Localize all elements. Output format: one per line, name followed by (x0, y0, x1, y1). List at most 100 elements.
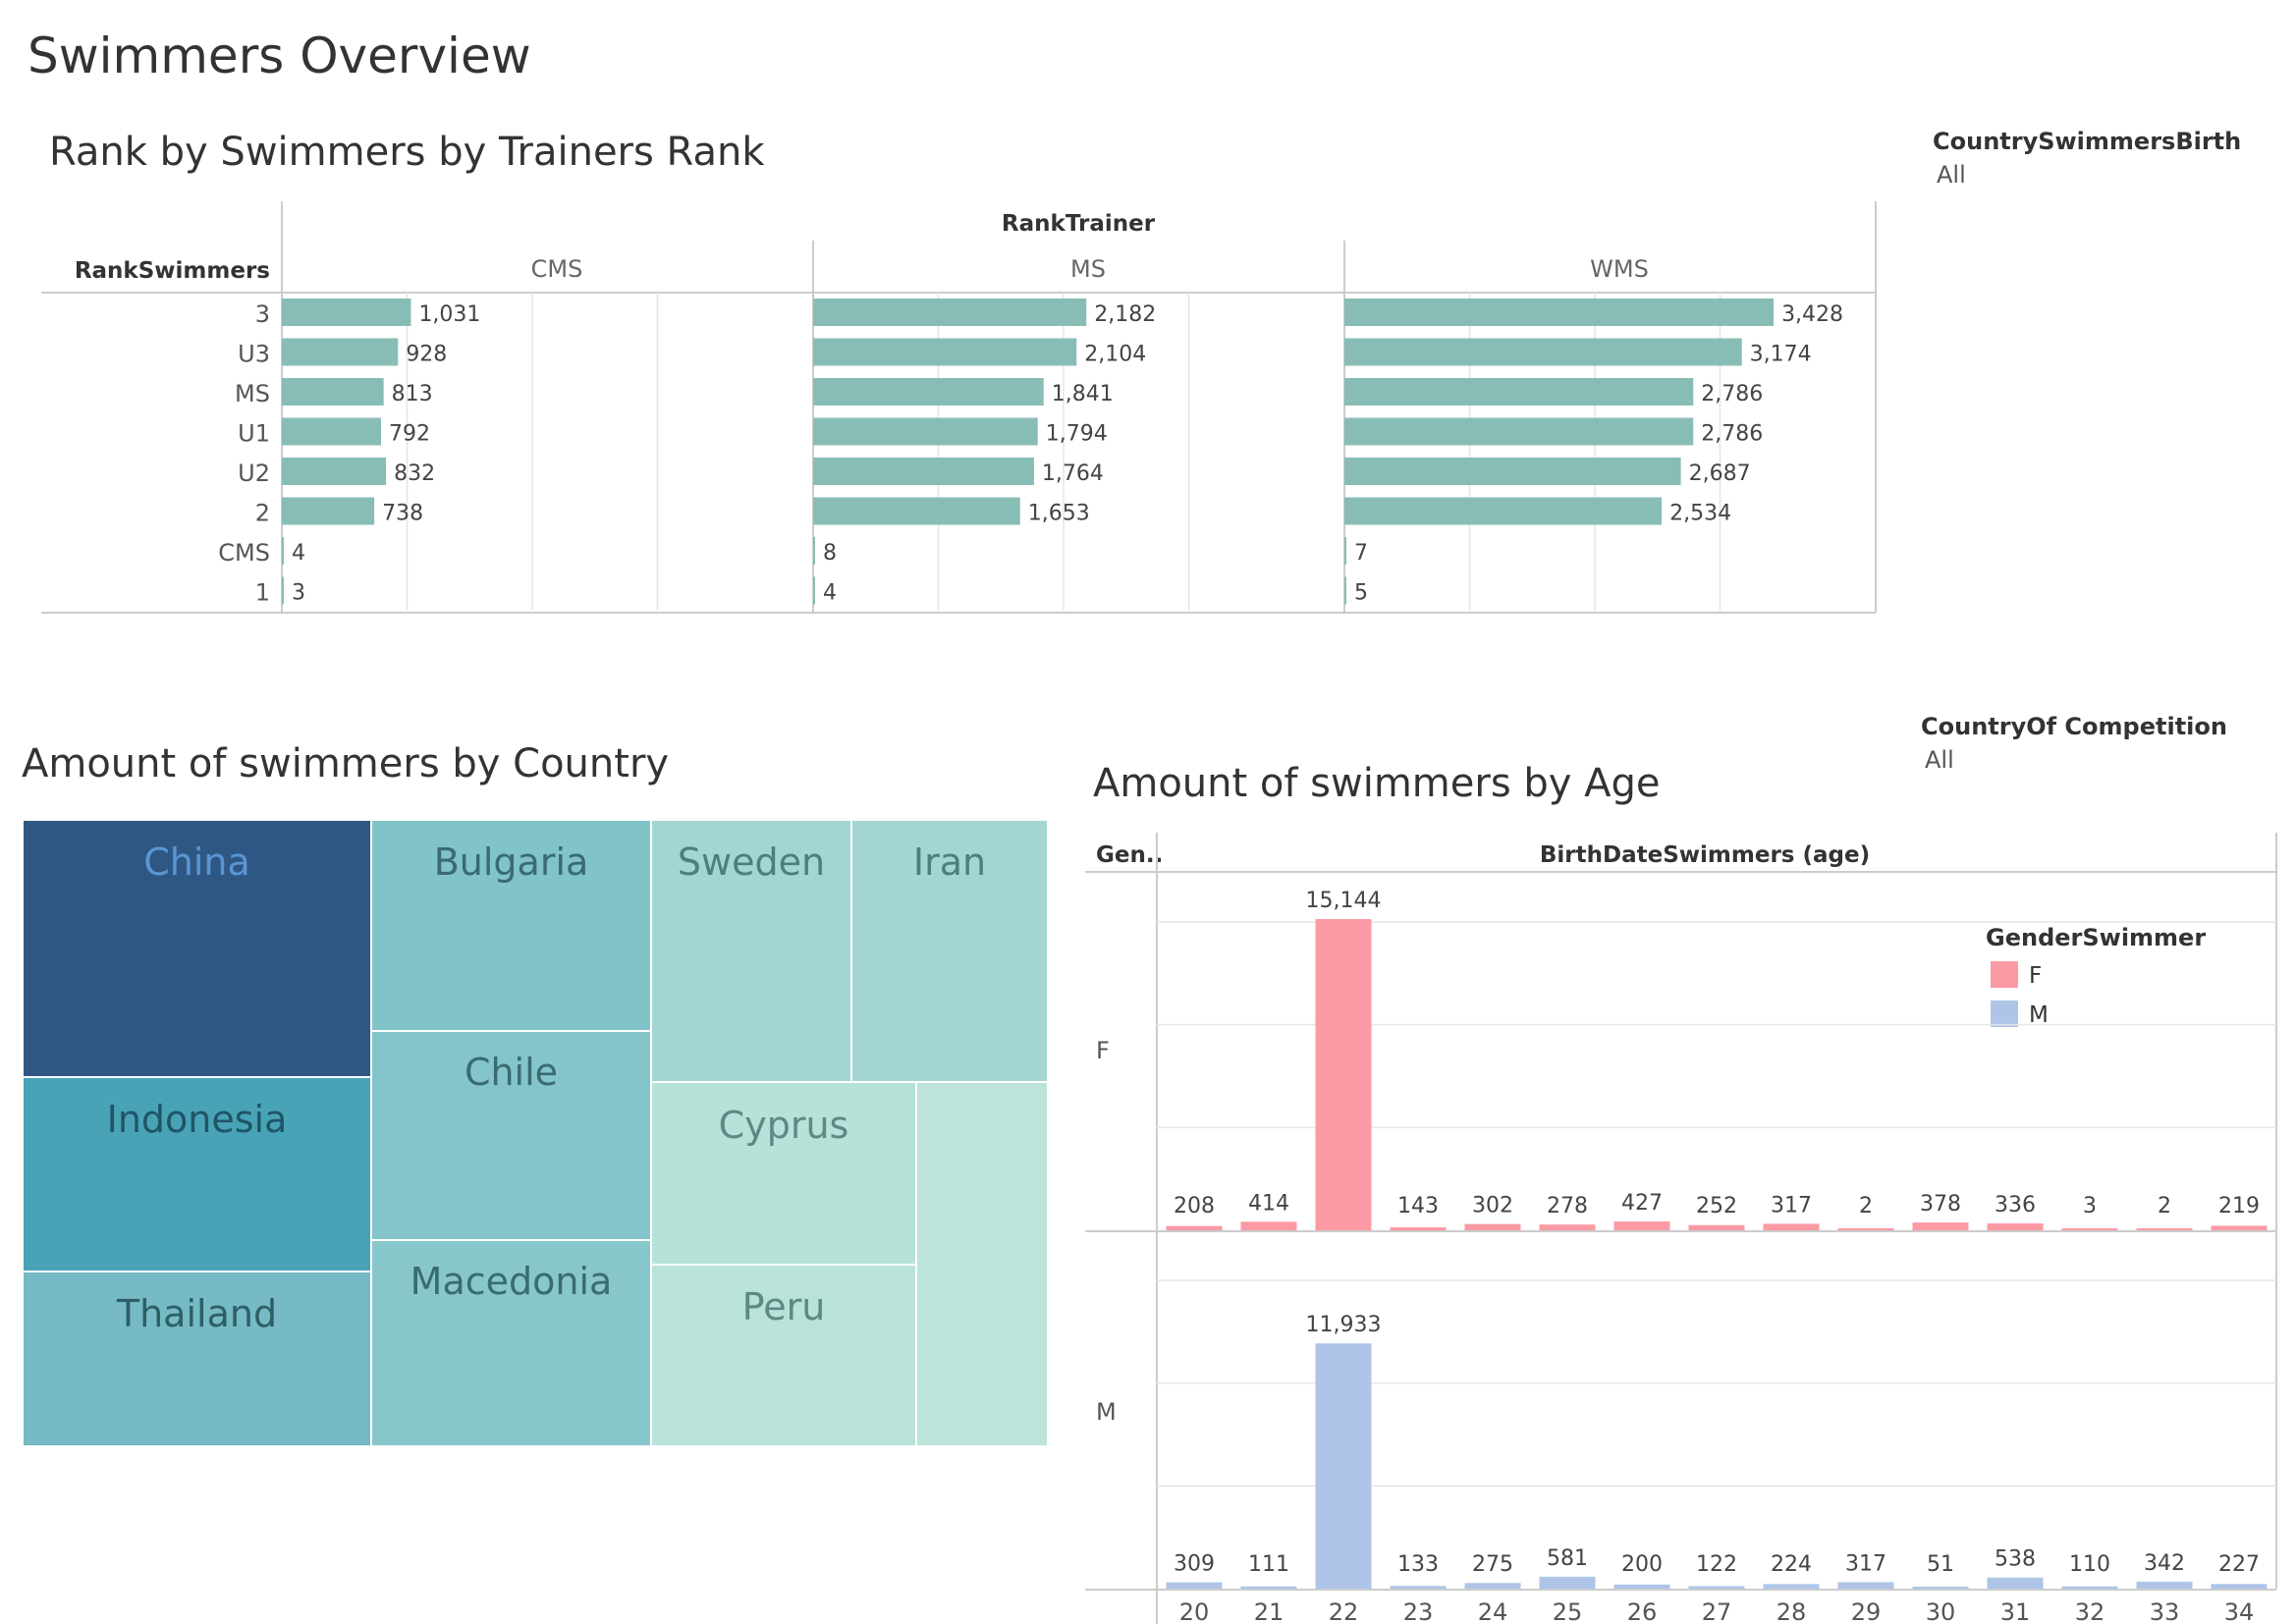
x-tick-label: 32 (2075, 1598, 2105, 1624)
bar-value-label: 427 (1621, 1191, 1663, 1216)
x-tick-label: 25 (1553, 1598, 1583, 1624)
bar (1613, 1584, 1670, 1589)
bar-value-label: 309 (1174, 1552, 1215, 1577)
bar-value-label: 51 (1927, 1552, 1954, 1577)
row-header: RankSwimmers (75, 258, 270, 284)
x-tick-label: 30 (1926, 1598, 1956, 1624)
bar (282, 417, 381, 446)
row-label: MS (235, 380, 270, 407)
bar (1688, 1586, 1745, 1589)
filter-value[interactable]: All (1937, 161, 1966, 189)
x-tick-label: 26 (1627, 1598, 1658, 1624)
bar (2061, 1228, 2118, 1230)
treemap-label: Thailand (116, 1292, 277, 1335)
filter-country-birth[interactable]: CountrySwimmersBirth All (1933, 128, 2241, 189)
bar-value-label: 2,786 (1701, 422, 1763, 447)
bar (2061, 1586, 2118, 1589)
bar (813, 458, 1034, 485)
treemap-label: China (143, 840, 250, 884)
bar (282, 537, 284, 565)
x-tick-label: 24 (1478, 1598, 1508, 1624)
x-tick-label: 22 (1329, 1598, 1359, 1624)
x-tick-label: 28 (1777, 1598, 1807, 1624)
legend-label-m: M (2029, 1002, 2049, 1028)
treemap-label: Bulgaria (434, 840, 589, 884)
row-label: U2 (238, 460, 270, 487)
x-tick-label: 21 (1254, 1598, 1285, 1624)
x-tick-label: 27 (1702, 1598, 1732, 1624)
bar-value-label: 2 (2158, 1194, 2171, 1218)
bar-value-label: 227 (2218, 1552, 2260, 1577)
legend-swatch-m (1991, 1001, 2018, 1027)
bar (2136, 1228, 2193, 1230)
bar (282, 298, 411, 326)
treemap-label: Sweden (678, 840, 825, 884)
panel-header-ms: MS (1070, 255, 1106, 283)
bar-value-label: 1,841 (1052, 382, 1114, 406)
treemap-label: Macedonia (410, 1260, 613, 1303)
bar (1344, 576, 1346, 605)
bar-value-label: 378 (1920, 1192, 1961, 1217)
bar-value-label: 2,534 (1669, 502, 1731, 526)
treemap-cell-cyprus (650, 1081, 917, 1266)
bar-value-label: 342 (2144, 1551, 2185, 1576)
bar (1344, 417, 1694, 446)
bar-value-label: 7 (1354, 541, 1368, 566)
bar (282, 576, 284, 605)
bar-value-label: 122 (1696, 1552, 1737, 1577)
filter-value[interactable]: All (1925, 746, 1954, 774)
bar (1315, 919, 1372, 1230)
treemap-cell-chile (370, 1030, 652, 1241)
bar-value-label: 738 (382, 502, 423, 526)
bar-value-label: 219 (2218, 1194, 2260, 1218)
bar (1166, 1582, 1223, 1589)
bar-value-label: 414 (1248, 1191, 1289, 1216)
bar (813, 497, 1020, 525)
legend-label-f: F (2029, 963, 2042, 989)
bar (1464, 1583, 1521, 1589)
row-label: 1 (255, 579, 270, 607)
bar-value-label: 11,933 (1306, 1313, 1382, 1337)
treemap-title: Amount of swimmers by Country (22, 741, 670, 786)
bar (1344, 497, 1663, 525)
bar-value-label: 3,174 (1750, 343, 1812, 367)
bar (282, 378, 384, 406)
bar-value-label: 3,428 (1781, 302, 1843, 327)
bar-value-label: 1,764 (1042, 461, 1104, 486)
bar (1344, 298, 1775, 326)
bar-value-label: 275 (1472, 1552, 1513, 1577)
bar (1390, 1586, 1447, 1589)
bar (1344, 458, 1681, 485)
row-label: U3 (238, 341, 270, 368)
bar-value-label: 3 (2083, 1194, 2097, 1218)
bar-value-label: 317 (1771, 1193, 1812, 1218)
column-header: RankTrainer (1002, 211, 1156, 237)
x-tick-label: 31 (2000, 1598, 2031, 1624)
x-tick-label: 34 (2224, 1598, 2255, 1624)
bar (1344, 537, 1346, 565)
row-header: Gen.. (1096, 842, 1163, 868)
bar (813, 378, 1044, 406)
bar (1987, 1222, 2044, 1230)
panel-header-wms: WMS (1590, 255, 1649, 283)
row-label: 2 (255, 500, 270, 527)
bar (1912, 1222, 1969, 1230)
filter-label: CountrySwimmersBirth (1933, 128, 2242, 155)
treemap-cell-other (915, 1081, 1049, 1447)
bar-value-label: 8 (823, 541, 837, 566)
filter-country-competition[interactable]: CountryOf Competition All (1921, 713, 2227, 774)
bar-value-label: 5 (1354, 581, 1368, 606)
bar-value-label: 133 (1397, 1552, 1439, 1577)
panel-header-cms: CMS (531, 255, 583, 283)
bar-value-label: 2 (1859, 1194, 1873, 1218)
row-label: U1 (238, 420, 270, 448)
bar-value-label: 2,687 (1689, 461, 1751, 486)
bar (1539, 1224, 1596, 1230)
bar-value-label: 832 (394, 461, 435, 486)
bar (813, 338, 1077, 366)
bar-value-label: 2,104 (1084, 343, 1146, 367)
bar (1166, 1225, 1223, 1230)
column-header: BirthDateSwimmers (age) (1540, 842, 1870, 868)
dashboard-title: Swimmers Overview (27, 27, 531, 84)
